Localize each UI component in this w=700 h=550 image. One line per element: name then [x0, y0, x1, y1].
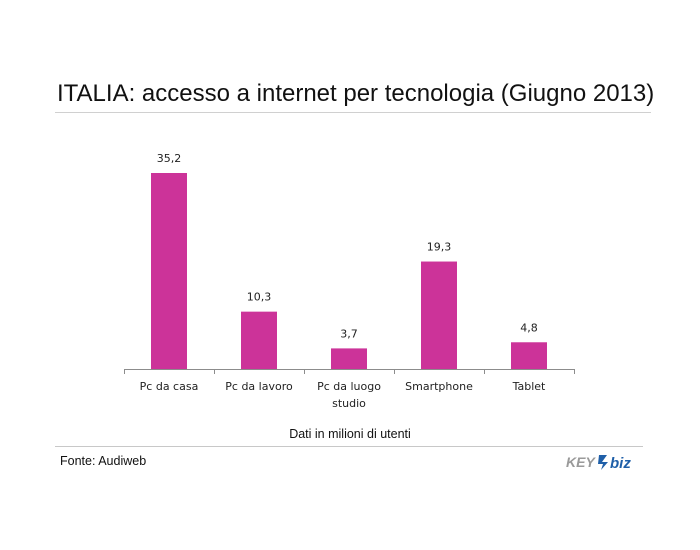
logo-text-left: KEY [566, 454, 596, 470]
bar-value-label: 3,7 [340, 327, 358, 340]
category-label: Tablet [512, 380, 546, 393]
bar-value-label: 4,8 [520, 321, 538, 334]
units-note: Dati in milioni di utenti [289, 427, 411, 441]
logo-text-right: biz [610, 455, 631, 472]
category-label: Pc da casa [140, 380, 199, 393]
bar [421, 261, 457, 369]
category-label: Pc da lavoro [225, 380, 293, 393]
bar-value-label: 10,3 [247, 291, 272, 304]
bar-chart: 35,2 Pc da casa 10,3 Pc da lavoro 3,7 Pc da l… [124, 152, 575, 410]
bar-value-label: 19,3 [427, 241, 452, 254]
key4biz-logo: KEY biz [566, 454, 631, 472]
logo-bolt-icon [598, 455, 608, 470]
footer-divider [55, 446, 643, 447]
category-label: studio [332, 397, 366, 410]
bar [331, 348, 367, 369]
category-label: Pc da luogo [317, 380, 381, 393]
bar [511, 342, 547, 369]
bar [151, 173, 187, 369]
category-label: Smartphone [405, 380, 473, 393]
bar [241, 311, 277, 369]
source-label: Fonte: Audiweb [60, 454, 147, 468]
title-divider [55, 112, 651, 113]
bar-value-label: 35,2 [157, 152, 182, 165]
chart-title: ITALIA: accesso a internet per tecnologi… [57, 80, 655, 107]
